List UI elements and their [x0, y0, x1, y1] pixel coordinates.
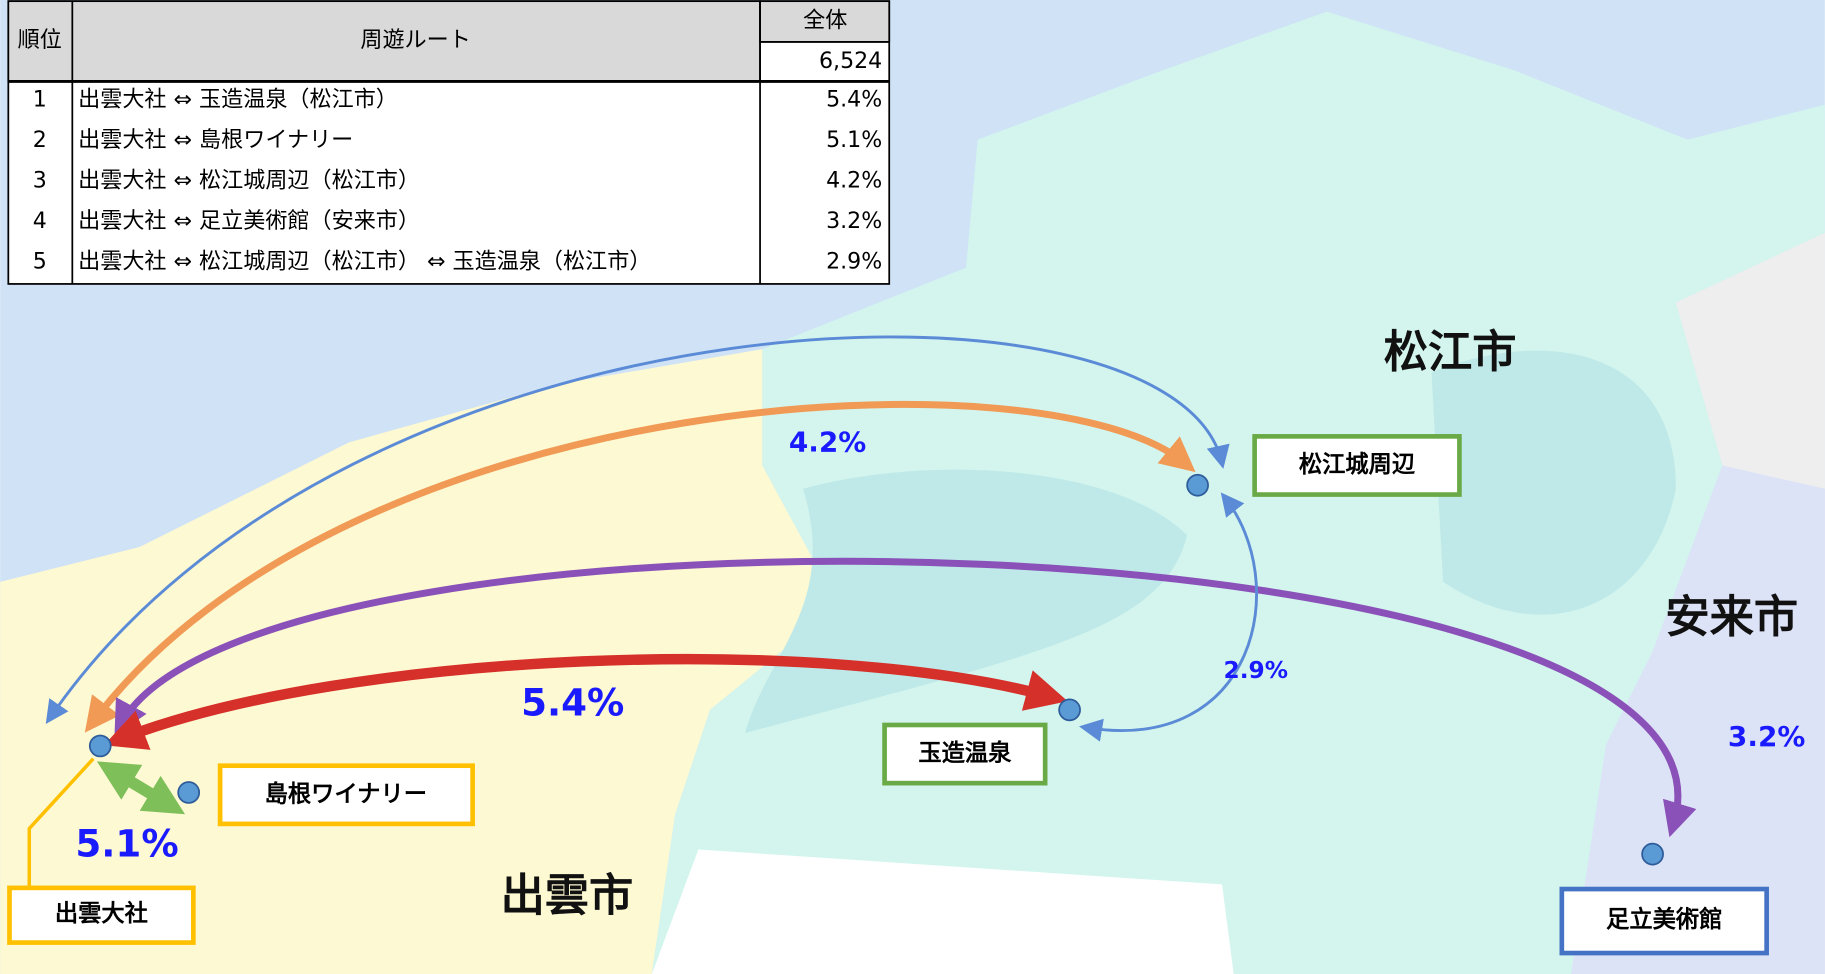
yasugi-area [1571, 465, 1825, 974]
spot-box [1559, 886, 1769, 956]
city-label: 出雲市 [501, 870, 634, 921]
route-arrow [103, 653, 1068, 750]
spot-box [7, 885, 196, 945]
rank: 3 [33, 168, 47, 194]
route-share: 5.1% [75, 821, 178, 865]
spot-label: 足立美術館 [1606, 906, 1722, 933]
route-arrow [114, 557, 1697, 838]
lake [1431, 350, 1676, 615]
route-arrow [96, 761, 186, 815]
share: 5.1% [826, 127, 882, 153]
header-text: 周遊ルート [360, 27, 470, 53]
route: 出雲大社 ⇔ 松江城周辺（松江市） ⇔ 玉造温泉（松江市） [78, 249, 651, 275]
share: 2.9% [826, 249, 882, 275]
spot-label: 玉造温泉 [918, 740, 1012, 767]
share: 3.2% [826, 208, 882, 234]
spot-dot [1641, 842, 1664, 866]
rank: 2 [33, 127, 47, 153]
spot-dot [1186, 473, 1209, 497]
share: 5.4% [826, 87, 882, 113]
spot-dot [88, 734, 112, 758]
route: 出雲大社 ⇔ 松江城周辺（松江市） [78, 168, 420, 194]
spot-label: 松江城周辺 [1299, 451, 1416, 478]
rank: 5 [33, 249, 47, 275]
spot-dot [177, 781, 201, 804]
route: 出雲大社 ⇔ 玉造温泉（松江市） [78, 87, 398, 113]
route-arrow [1078, 492, 1259, 742]
rank: 1 [33, 87, 47, 113]
spot-label: 出雲大社 [55, 900, 148, 927]
city-label: 安来市 [1665, 592, 1798, 643]
route-share: 2.9% [1224, 657, 1289, 684]
spot-box [882, 722, 1048, 786]
header-cell [759, 0, 891, 43]
spot-dot [1058, 698, 1081, 722]
table [7, 0, 891, 285]
total-value: 6,524 [819, 48, 882, 74]
rank: 4 [33, 208, 47, 234]
route-share: 5.4% [521, 681, 624, 725]
route-arrow [84, 400, 1196, 733]
route: 出雲大社 ⇔ 足立美術館（安来市） [78, 208, 420, 234]
spot-label: 島根ワイナリー [265, 780, 427, 807]
route-share: 3.2% [1728, 720, 1805, 753]
header-text: 順位 [18, 27, 62, 53]
header-text: 全体 [803, 7, 847, 33]
inland [651, 849, 1234, 974]
spot-box [217, 763, 475, 827]
route-share: 4.2% [789, 425, 866, 458]
city-area [1675, 232, 1825, 489]
city-label: 松江市 [1384, 327, 1517, 378]
spot-box [1252, 434, 1462, 497]
leader-line [27, 757, 95, 888]
share: 4.2% [826, 168, 882, 194]
route: 出雲大社 ⇔ 島根ワイナリー [78, 127, 353, 153]
